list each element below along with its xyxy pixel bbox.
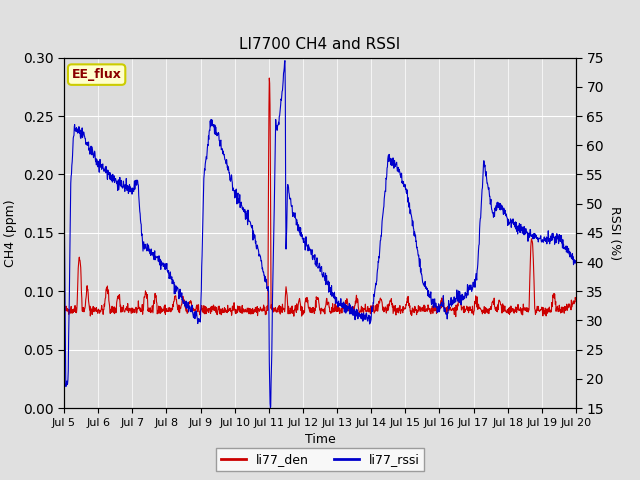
Y-axis label: RSSI (%): RSSI (%): [608, 206, 621, 260]
Text: EE_flux: EE_flux: [72, 68, 122, 81]
Y-axis label: CH4 (ppm): CH4 (ppm): [4, 199, 17, 266]
X-axis label: Time: Time: [305, 433, 335, 446]
Legend: li77_den, li77_rssi: li77_den, li77_rssi: [216, 448, 424, 471]
Title: LI7700 CH4 and RSSI: LI7700 CH4 and RSSI: [239, 37, 401, 52]
